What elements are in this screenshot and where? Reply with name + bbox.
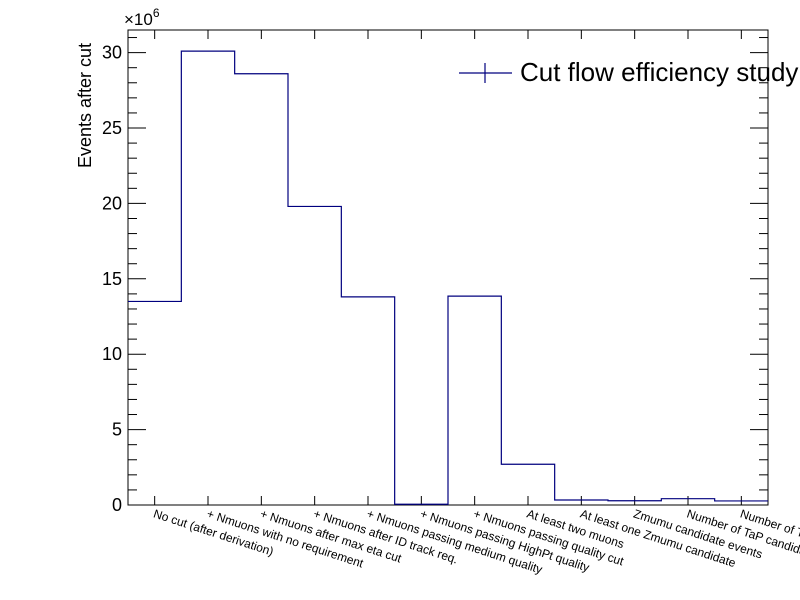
histogram-bin	[341, 297, 394, 505]
y-axis-ticks	[128, 37, 768, 506]
y-tick-label: 15	[102, 269, 122, 289]
y-axis-exponent: ×106	[124, 6, 160, 29]
histogram-bin	[235, 74, 288, 505]
histogram-bin	[288, 206, 341, 505]
y-tick-label: 20	[102, 193, 122, 213]
y-tick-label: 5	[112, 420, 122, 440]
histogram-steps	[128, 50, 768, 505]
y-tick-label: 0	[112, 495, 122, 515]
y-tick-label: 30	[102, 43, 122, 63]
y-axis-title: Events after cut	[75, 43, 95, 168]
legend: Cut flow efficiency study	[459, 57, 798, 87]
x-axis-ticks	[154, 30, 742, 505]
histogram-bin	[181, 51, 234, 505]
y-tick-label: 10	[102, 344, 122, 364]
y-tick-label: 25	[102, 118, 122, 138]
histogram-bin	[448, 296, 501, 505]
x-axis-category-labels: No cut (after derivation)+ Nmuons with n…	[152, 507, 800, 577]
legend-series-name: Cut flow efficiency study	[520, 57, 798, 87]
plot-frame	[127, 29, 769, 506]
y-axis-tick-labels: 0 5 10 15 20 25 30	[102, 43, 122, 515]
